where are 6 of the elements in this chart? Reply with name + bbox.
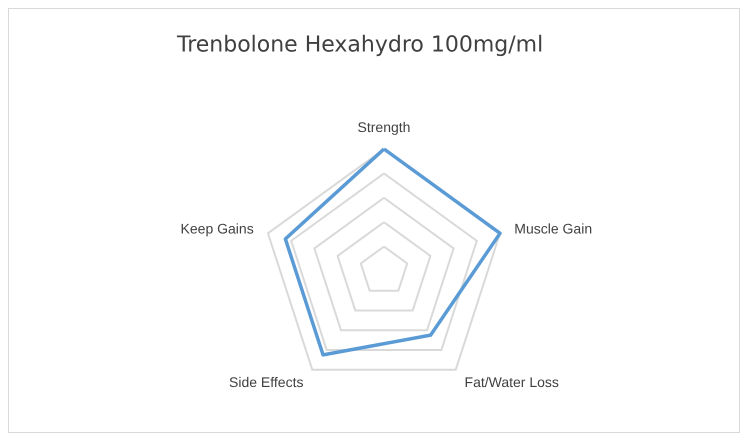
spoke-label: Muscle Gain (514, 220, 592, 237)
spoke-label: Side Effects (229, 374, 304, 390)
chart-title: Trenbolone Hexahydro 100mg/ml (176, 32, 544, 58)
spoke-label: Keep Gains (180, 220, 254, 237)
spoke-label: Fat/Water Loss (464, 374, 559, 390)
spoke-label: Strength (358, 119, 410, 135)
